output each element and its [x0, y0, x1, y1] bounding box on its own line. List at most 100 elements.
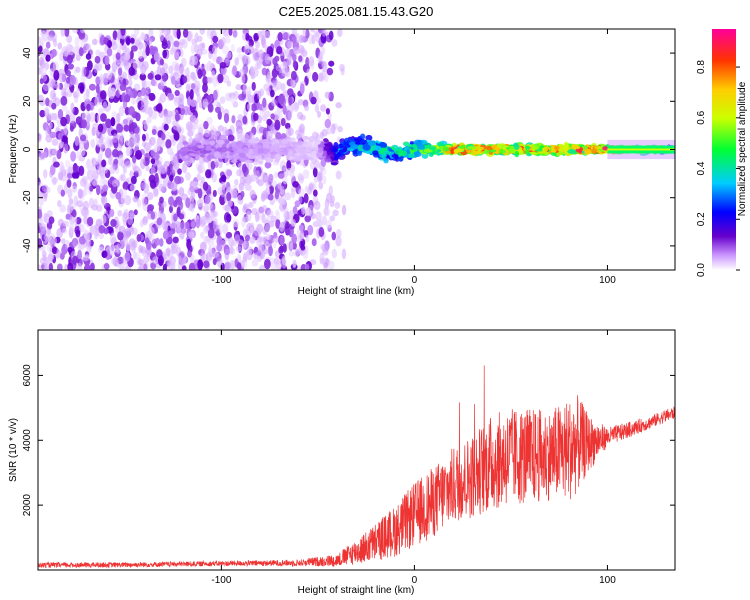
heatmap-noise-point [53, 69, 60, 81]
heatmap-noise-point [163, 123, 169, 131]
heatmap-noise-point [116, 29, 122, 41]
heatmap-noise-point [248, 201, 254, 209]
heatmap-noise-point [130, 175, 137, 185]
heatmap-noise-point [46, 228, 52, 235]
heatmap-noise-point [162, 263, 168, 270]
heatmap-noise-point [67, 172, 73, 179]
heatmap-noise-point [75, 229, 81, 238]
heatmap-noise-point [129, 49, 134, 60]
heatmap-noise-point [312, 71, 319, 82]
heatmap-noise-point [197, 259, 204, 270]
heatmap-noise-point [338, 63, 345, 72]
heatmap-band-point [359, 133, 366, 140]
heatmap-noise-point [111, 41, 118, 51]
heatmap-noise-point [108, 87, 116, 96]
heatmap-noise-point [326, 127, 332, 135]
heatmap-noise-point [52, 61, 59, 71]
heatmap-noise-point [65, 160, 71, 168]
heatmap-noise-point [218, 223, 224, 234]
heatmap-band-point [189, 157, 196, 164]
heatmap-band-point [182, 140, 188, 145]
heatmap-noise-point [75, 150, 81, 159]
heatmap-noise-point [78, 141, 84, 150]
heatmap-noise-point [168, 205, 173, 214]
y-tick-label: 6000 [22, 364, 33, 387]
heatmap-noise-point [326, 67, 334, 76]
heatmap-noise-point [271, 99, 277, 107]
heatmap-noise-point [308, 183, 314, 191]
heatmap-noise-point [63, 143, 69, 154]
heatmap-noise-point [103, 263, 110, 270]
heatmap-noise-point [212, 217, 218, 225]
heatmap-band-point [412, 143, 418, 151]
heatmap-noise-point [272, 237, 277, 249]
heatmap-band-point [324, 158, 332, 163]
heatmap-noise-point [226, 192, 232, 202]
heatmap-noise-point [39, 109, 46, 118]
heatmap-noise-point [49, 131, 57, 139]
heatmap-noise-point [65, 76, 71, 84]
heatmap-noise-point [169, 47, 174, 56]
heatmap-noise-point [117, 138, 124, 149]
heatmap-noise-point [90, 226, 96, 234]
heatmap-noise-point [299, 83, 305, 95]
heatmap-noise-point [331, 231, 337, 241]
heatmap-band-point [248, 138, 256, 144]
heatmap-noise-point [75, 87, 81, 99]
heatmap-noise-point [49, 164, 56, 176]
heatmap-band-point [409, 141, 415, 145]
heatmap-noise-point [185, 83, 191, 92]
heatmap-noise-point [301, 206, 306, 215]
heatmap-noise-point [101, 195, 108, 207]
heatmap-noise-point [273, 110, 281, 122]
heatmap-band-point [323, 151, 328, 156]
heatmap-noise-point [328, 185, 333, 197]
heatmap-noise-point [123, 228, 130, 240]
heatmap-noise-point [78, 235, 86, 245]
heatmap-band-point [280, 147, 287, 151]
heatmap-noise-point [252, 112, 259, 122]
heatmap-noise-point [140, 66, 146, 76]
heatmap-noise-point [137, 91, 143, 101]
heatmap-noise-point [318, 182, 324, 190]
heatmap-noise-point [169, 174, 174, 182]
heatmap-noise-point [173, 213, 178, 222]
heatmap-noise-point [170, 75, 176, 85]
heatmap-noise-point [38, 191, 45, 199]
heatmap-noise-point [303, 104, 310, 112]
heatmap-noise-point [110, 232, 117, 244]
heatmap-noise-point [205, 169, 212, 179]
heatmap-noise-point [86, 245, 92, 253]
heatmap-noise-point [132, 154, 137, 164]
heatmap-noise-point [163, 29, 171, 36]
heatmap-noise-point [297, 44, 305, 54]
heatmap-noise-point [317, 110, 322, 118]
heatmap-band-point [348, 141, 356, 146]
heatmap-noise-point [145, 80, 152, 89]
heatmap-noise-point [291, 233, 297, 244]
heatmap-noise-point [129, 183, 136, 192]
heatmap-noise-point [78, 224, 85, 233]
heatmap-noise-point [52, 236, 57, 247]
heatmap-noise-point [127, 216, 134, 226]
heatmap-noise-point [76, 200, 84, 208]
heatmap-band-point [436, 141, 444, 146]
heatmap-noise-point [277, 94, 285, 105]
heatmap-noise-point [168, 93, 175, 101]
heatmap-noise-point [297, 172, 304, 181]
colorbar-tick-label: 0.6 [696, 110, 707, 124]
heatmap-band-point [317, 149, 323, 153]
heatmap-band-point [513, 143, 520, 151]
heatmap-noise-point [156, 137, 164, 146]
heatmap-noise-point [81, 111, 87, 121]
heatmap-band-point [293, 153, 302, 157]
heatmap-noise-point [63, 123, 68, 135]
heatmap-noise-point [298, 188, 305, 197]
heatmap-noise-point [246, 93, 253, 103]
heatmap-noise-point [314, 159, 320, 169]
heatmap-band-point [338, 143, 344, 149]
heatmap-noise-point [276, 182, 282, 189]
heatmap-noise-point [38, 218, 44, 228]
heatmap-noise-point [146, 37, 153, 46]
heatmap-noise-point [51, 177, 59, 184]
